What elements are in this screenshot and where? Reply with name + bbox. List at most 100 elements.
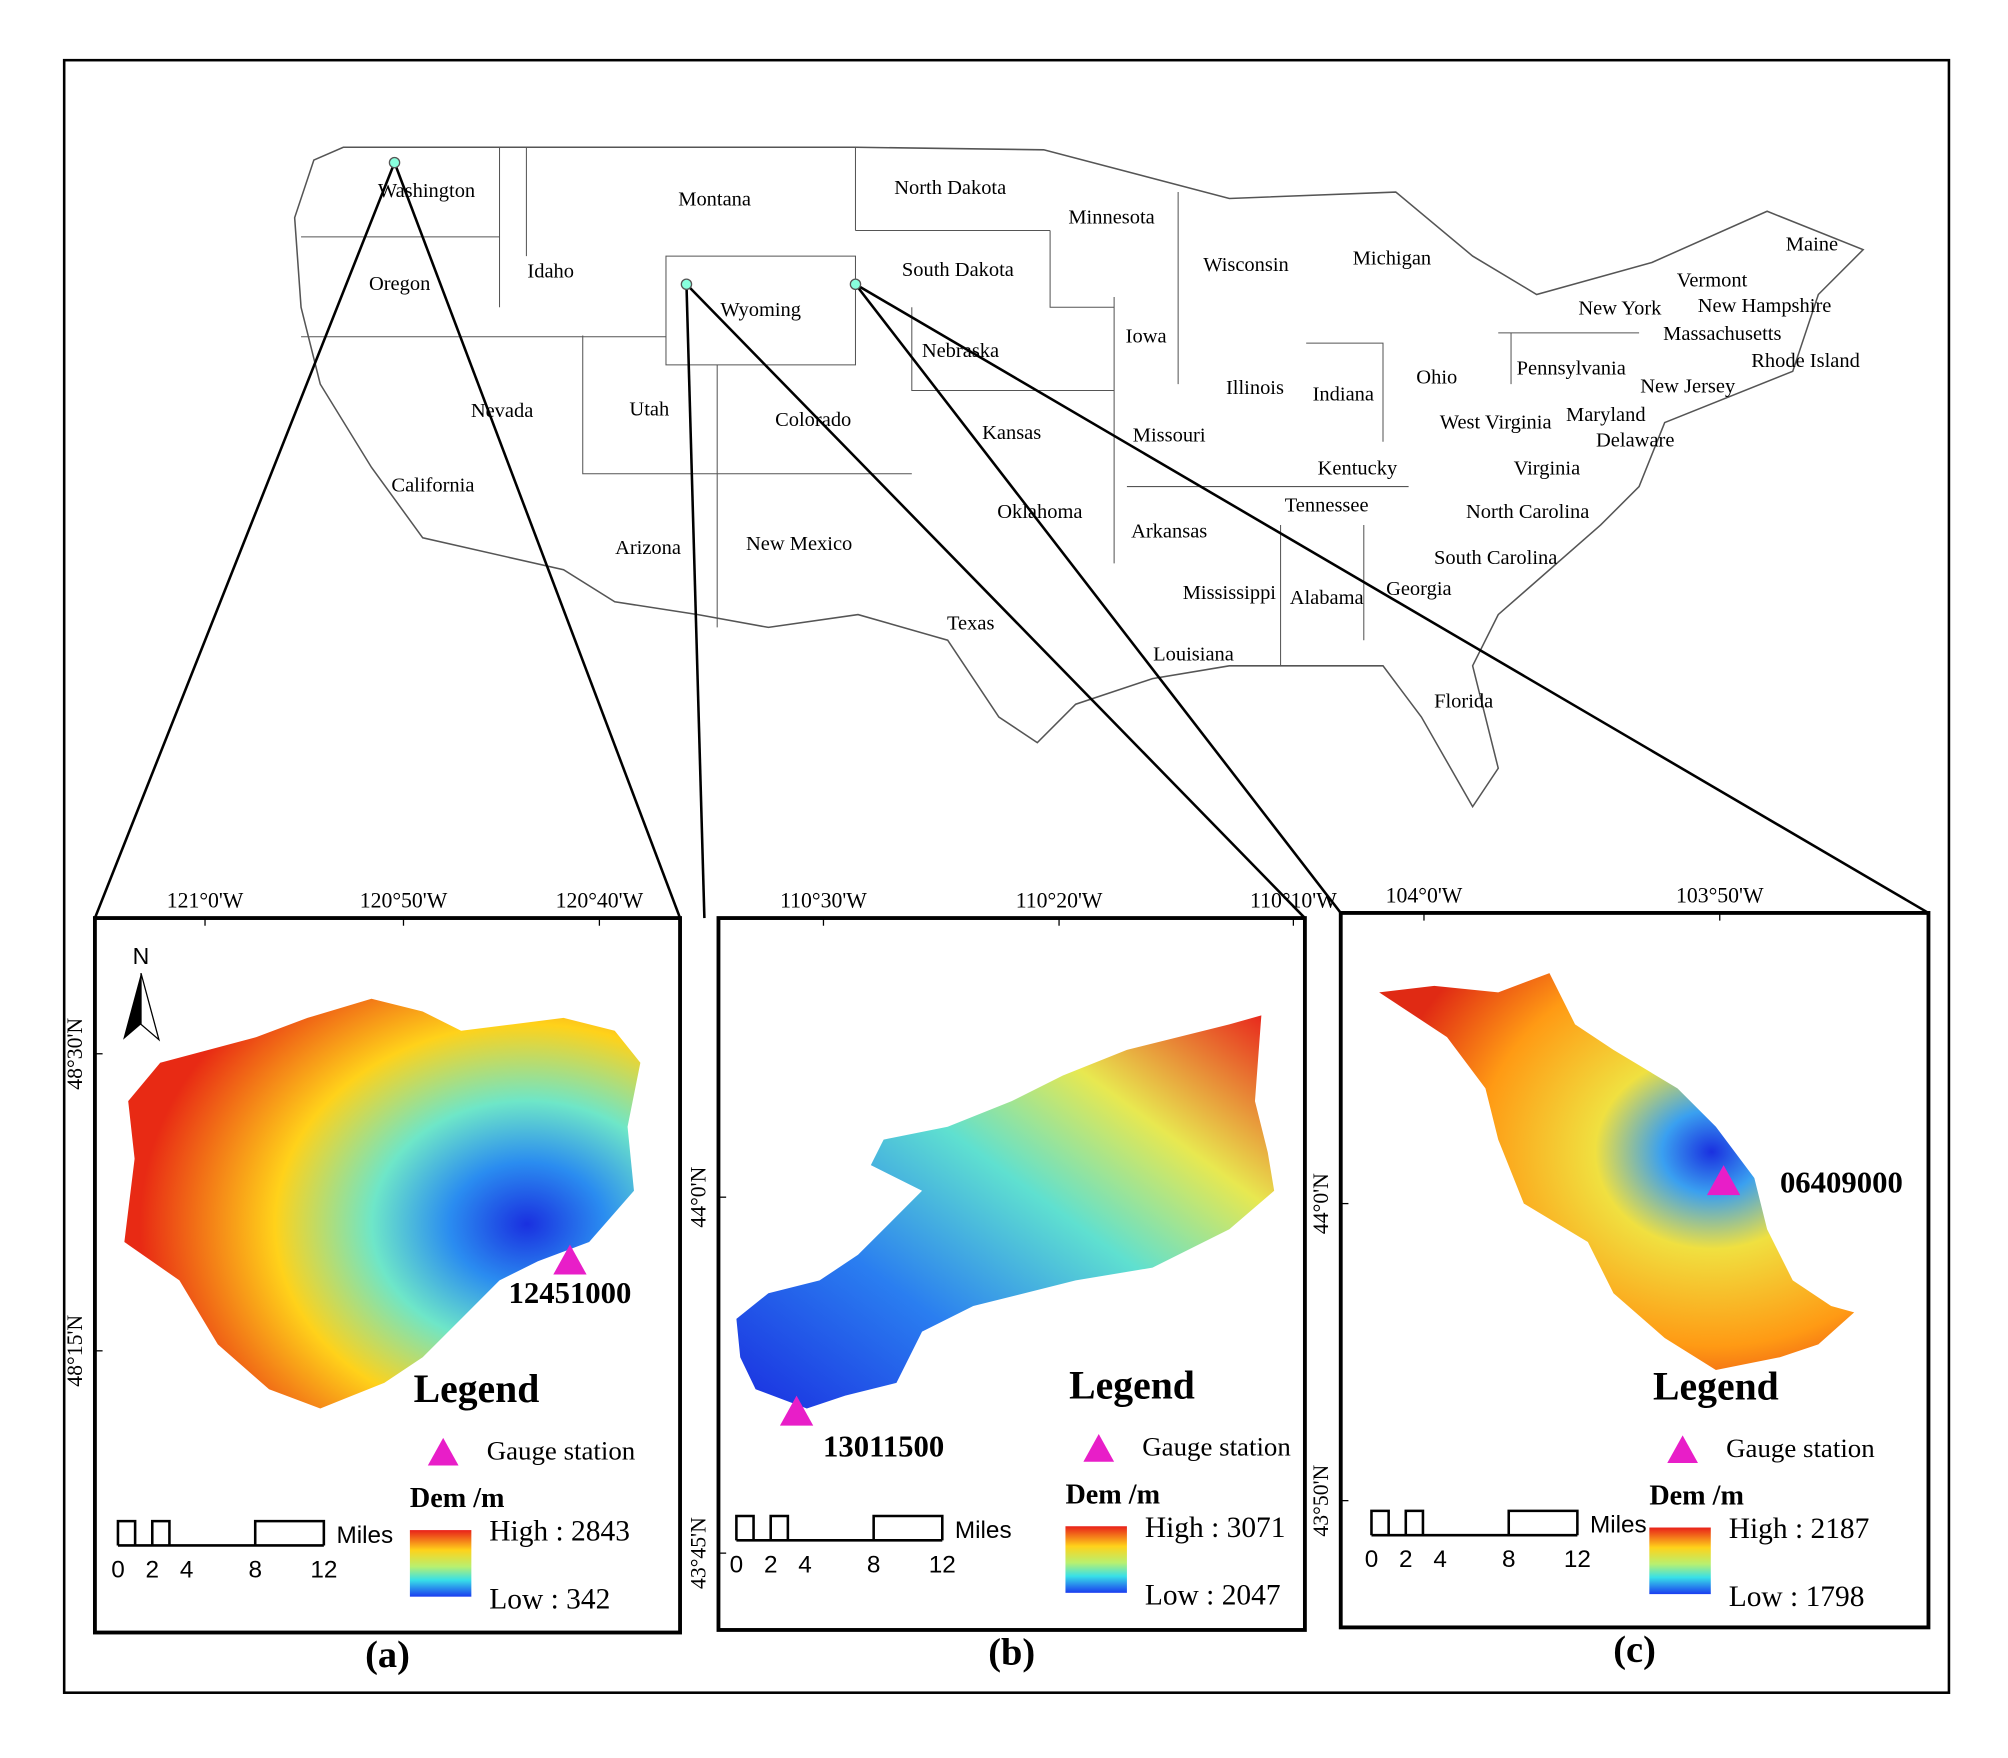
state-label: Wyoming: [720, 299, 801, 321]
y-coord-label: 44°0'N: [1309, 1173, 1333, 1234]
dem-title: Dem /m: [410, 1483, 505, 1514]
x-coord-label: 110°20'W: [1016, 889, 1103, 913]
station-id: 06409000: [1780, 1166, 1903, 1200]
station-id: 13011500: [823, 1429, 944, 1463]
state-label: Colorado: [775, 409, 851, 431]
scale-label: 0: [111, 1556, 125, 1583]
state-label: Virginia: [1514, 458, 1581, 480]
state-label: Indiana: [1313, 383, 1374, 405]
legend-marker: [1083, 1434, 1115, 1462]
state-label: Minnesota: [1068, 207, 1154, 229]
north-arrow: [140, 972, 161, 1042]
state-label: California: [391, 474, 474, 496]
state-label: Alabama: [1290, 587, 1364, 609]
watershed-a: [124, 998, 641, 1409]
state-label: Maine: [1786, 234, 1838, 256]
callout-line: [685, 283, 1306, 919]
dem-title: Dem /m: [1649, 1481, 1744, 1512]
state-label: Mississippi: [1183, 582, 1277, 604]
state-borders: [301, 147, 1640, 666]
state-label: Louisiana: [1153, 643, 1234, 665]
legend-low: Low : 2047: [1145, 1580, 1281, 1612]
panel-label: (a): [365, 1634, 410, 1676]
legend-item: Gauge station: [1726, 1433, 1875, 1463]
legend-low: Low : 1798: [1729, 1581, 1865, 1613]
state-label: Washington: [378, 180, 475, 202]
x-coord-label: 120°50'W: [360, 889, 448, 913]
scale-unit: Miles: [1590, 1512, 1647, 1539]
state-label: Vermont: [1677, 269, 1748, 291]
panel-frame: [92, 916, 682, 1635]
state-label: Kansas: [982, 422, 1041, 444]
state-label: New Jersey: [1640, 376, 1736, 398]
scale-label: 2: [764, 1551, 778, 1578]
state-label: Tennessee: [1285, 495, 1369, 517]
x-coord-label: 110°10'W: [1250, 889, 1337, 913]
y-coord-label: 48°30'N: [63, 1018, 87, 1090]
state-label: Ohio: [1416, 367, 1457, 389]
panel-frame: [1338, 911, 1931, 1630]
state-label: Illinois: [1226, 377, 1284, 399]
state-label: New York: [1578, 298, 1662, 320]
state-label: New Mexico: [746, 533, 852, 555]
callout-line: [854, 283, 1930, 915]
gauge-station: [553, 1244, 587, 1275]
state-label: Wisconsin: [1203, 254, 1289, 276]
state-label: Missouri: [1133, 424, 1206, 446]
scale-label: 2: [146, 1556, 160, 1583]
state-label: Oklahoma: [997, 501, 1082, 523]
state-label: Iowa: [1126, 326, 1167, 348]
state-label: Michigan: [1353, 248, 1431, 270]
legend-item: Gauge station: [487, 1435, 636, 1465]
state-label: Maryland: [1566, 404, 1646, 426]
x-coord-label: 121°0'W: [167, 889, 244, 913]
panel-label: (c): [1613, 1629, 1656, 1671]
state-label: Montana: [678, 189, 751, 211]
scale-label: 12: [1564, 1546, 1591, 1573]
state-label: Arizona: [615, 537, 681, 559]
legend-title: Legend: [414, 1367, 540, 1411]
state-label: Arkansas: [1131, 520, 1207, 542]
x-coord-label: 103°50'W: [1676, 884, 1764, 908]
state-label: North Carolina: [1466, 501, 1589, 523]
north-label: N: [133, 943, 150, 969]
scale-label: 8: [248, 1556, 262, 1583]
scale-label: 12: [929, 1551, 956, 1578]
state-label: Nevada: [471, 400, 534, 422]
watershed-c: [1379, 973, 1855, 1371]
us-outline: [293, 146, 1865, 809]
north-arrow: [123, 973, 142, 1040]
state-label: Georgia: [1386, 578, 1452, 600]
legend-title: Legend: [1653, 1365, 1779, 1409]
scale-label: 0: [1365, 1546, 1379, 1573]
frame: [62, 58, 1951, 1694]
state-label: Idaho: [527, 260, 574, 282]
y-coord-label: 48°15'N: [63, 1315, 87, 1387]
scale-bar: [1370, 1509, 1579, 1537]
scale-label: 4: [798, 1551, 812, 1578]
legend-high: High : 2843: [489, 1516, 630, 1548]
dem-title: Dem /m: [1065, 1479, 1160, 1510]
scale-label: 0: [730, 1551, 744, 1578]
x-coord-label: 120°40'W: [556, 889, 644, 913]
watershed-b: [736, 1015, 1275, 1409]
location-dot: [680, 278, 693, 291]
scale-unit: Miles: [336, 1522, 393, 1549]
scale-bar: [735, 1514, 944, 1542]
legend-low: Low : 342: [489, 1584, 610, 1616]
state-label: Texas: [947, 613, 994, 635]
panel-label: (b): [988, 1631, 1035, 1673]
legend-high: High : 3071: [1145, 1512, 1286, 1544]
color-ramp: [1065, 1526, 1127, 1593]
state-label: Nebraska: [922, 340, 999, 362]
callout-line: [685, 284, 706, 919]
scale-bar: [116, 1519, 326, 1547]
color-ramp: [409, 1530, 472, 1597]
x-coord-label: 110°30'W: [780, 889, 867, 913]
state-label: Utah: [629, 399, 669, 421]
state-label: New Hampshire: [1698, 295, 1832, 317]
scale-label: 4: [180, 1556, 194, 1583]
legend-high: High : 2187: [1729, 1513, 1870, 1545]
legend-marker: [1667, 1435, 1698, 1463]
state-label: West Virginia: [1440, 412, 1552, 434]
